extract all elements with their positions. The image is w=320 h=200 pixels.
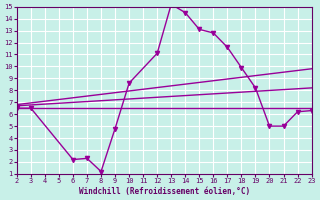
X-axis label: Windchill (Refroidissement éolien,°C): Windchill (Refroidissement éolien,°C) (79, 187, 250, 196)
